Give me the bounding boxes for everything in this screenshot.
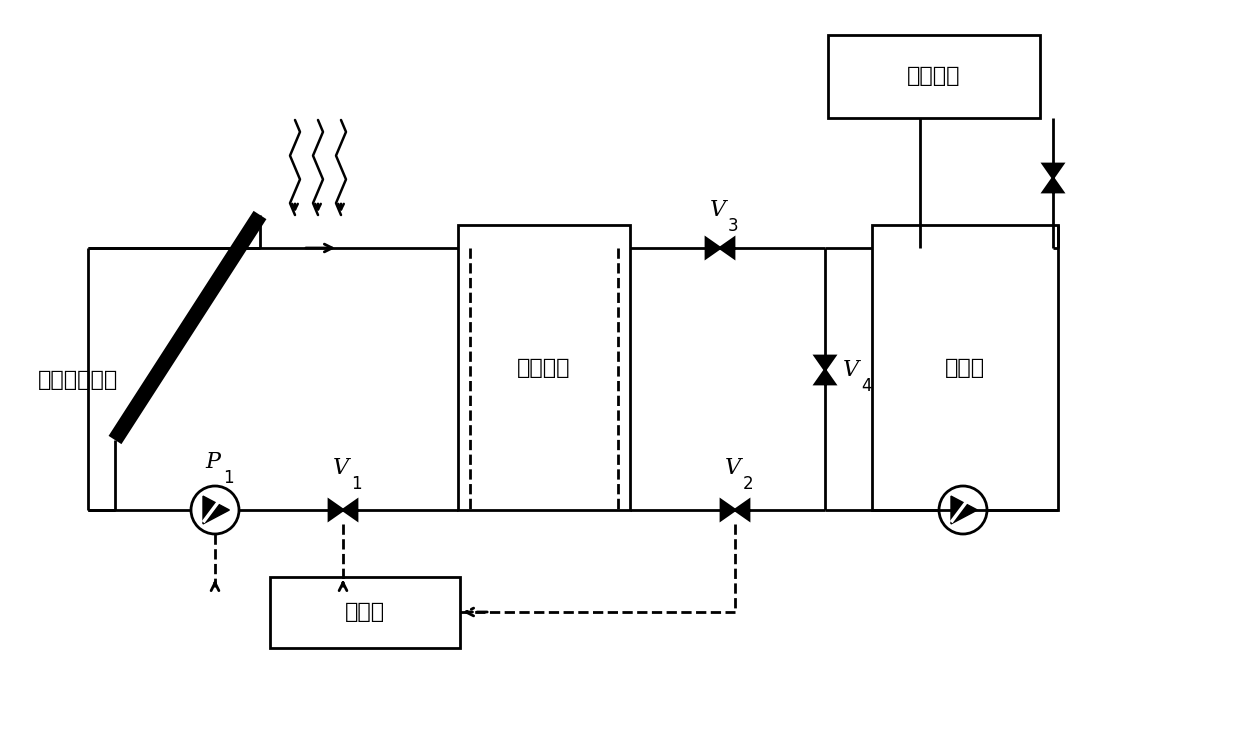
Text: P: P xyxy=(206,451,221,473)
Text: 辅助热源: 辅助热源 xyxy=(908,66,961,87)
Bar xyxy=(458,225,630,510)
Polygon shape xyxy=(720,500,735,520)
Text: 1: 1 xyxy=(223,469,233,487)
Text: 控制器: 控制器 xyxy=(345,603,386,622)
Polygon shape xyxy=(329,500,343,520)
Text: 2: 2 xyxy=(743,475,754,493)
Text: 太阳能集热器: 太阳能集热器 xyxy=(38,370,118,390)
Polygon shape xyxy=(735,500,749,520)
Polygon shape xyxy=(815,370,835,384)
Polygon shape xyxy=(951,496,977,524)
Text: 3: 3 xyxy=(728,217,739,235)
Bar xyxy=(270,577,460,648)
Text: 1: 1 xyxy=(351,475,362,493)
Polygon shape xyxy=(720,238,734,258)
Polygon shape xyxy=(1043,178,1063,192)
Bar xyxy=(872,225,1058,510)
Text: V: V xyxy=(332,457,350,479)
Text: V: V xyxy=(725,457,742,479)
Polygon shape xyxy=(706,238,720,258)
Text: 热用户: 热用户 xyxy=(945,358,985,377)
Polygon shape xyxy=(815,356,835,370)
Text: 4: 4 xyxy=(861,377,872,395)
Polygon shape xyxy=(203,496,229,524)
Text: V: V xyxy=(843,359,859,381)
Bar xyxy=(828,35,1040,118)
Text: V: V xyxy=(711,199,727,221)
Polygon shape xyxy=(1043,164,1063,178)
Text: 蓄热水筱: 蓄热水筱 xyxy=(517,358,570,377)
Polygon shape xyxy=(343,500,357,520)
